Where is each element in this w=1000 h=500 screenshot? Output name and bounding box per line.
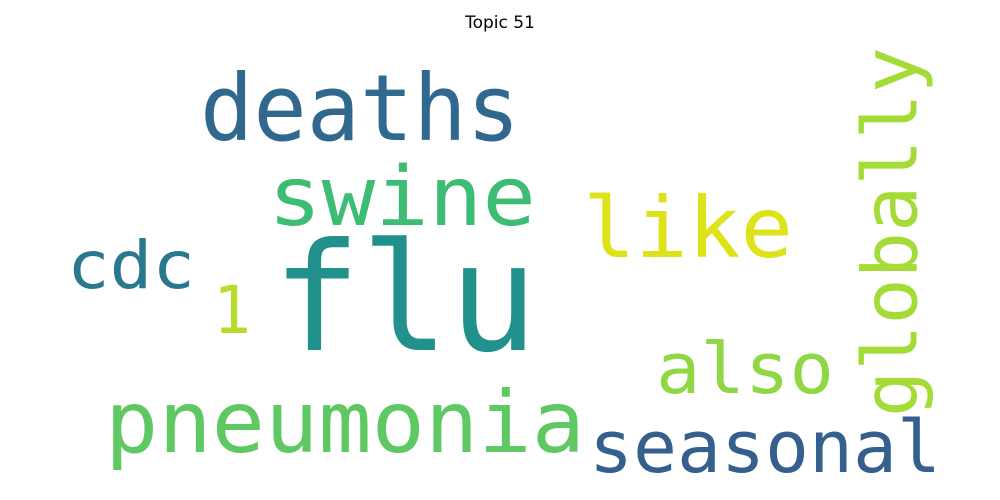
word-also: also <box>656 328 834 410</box>
word-pneumonia: pneumonia <box>105 373 585 473</box>
word-1: 1 <box>213 272 251 349</box>
word-seasonal: seasonal <box>589 405 941 489</box>
word-like: like <box>583 179 793 277</box>
word-swine: swine <box>268 150 536 245</box>
chart-title: Topic 51 <box>465 13 535 33</box>
word-flu: flu <box>273 212 538 386</box>
word-globally: globally <box>846 47 935 417</box>
word-deaths: deaths <box>200 55 520 162</box>
word-cdc: cdc <box>67 227 195 304</box>
